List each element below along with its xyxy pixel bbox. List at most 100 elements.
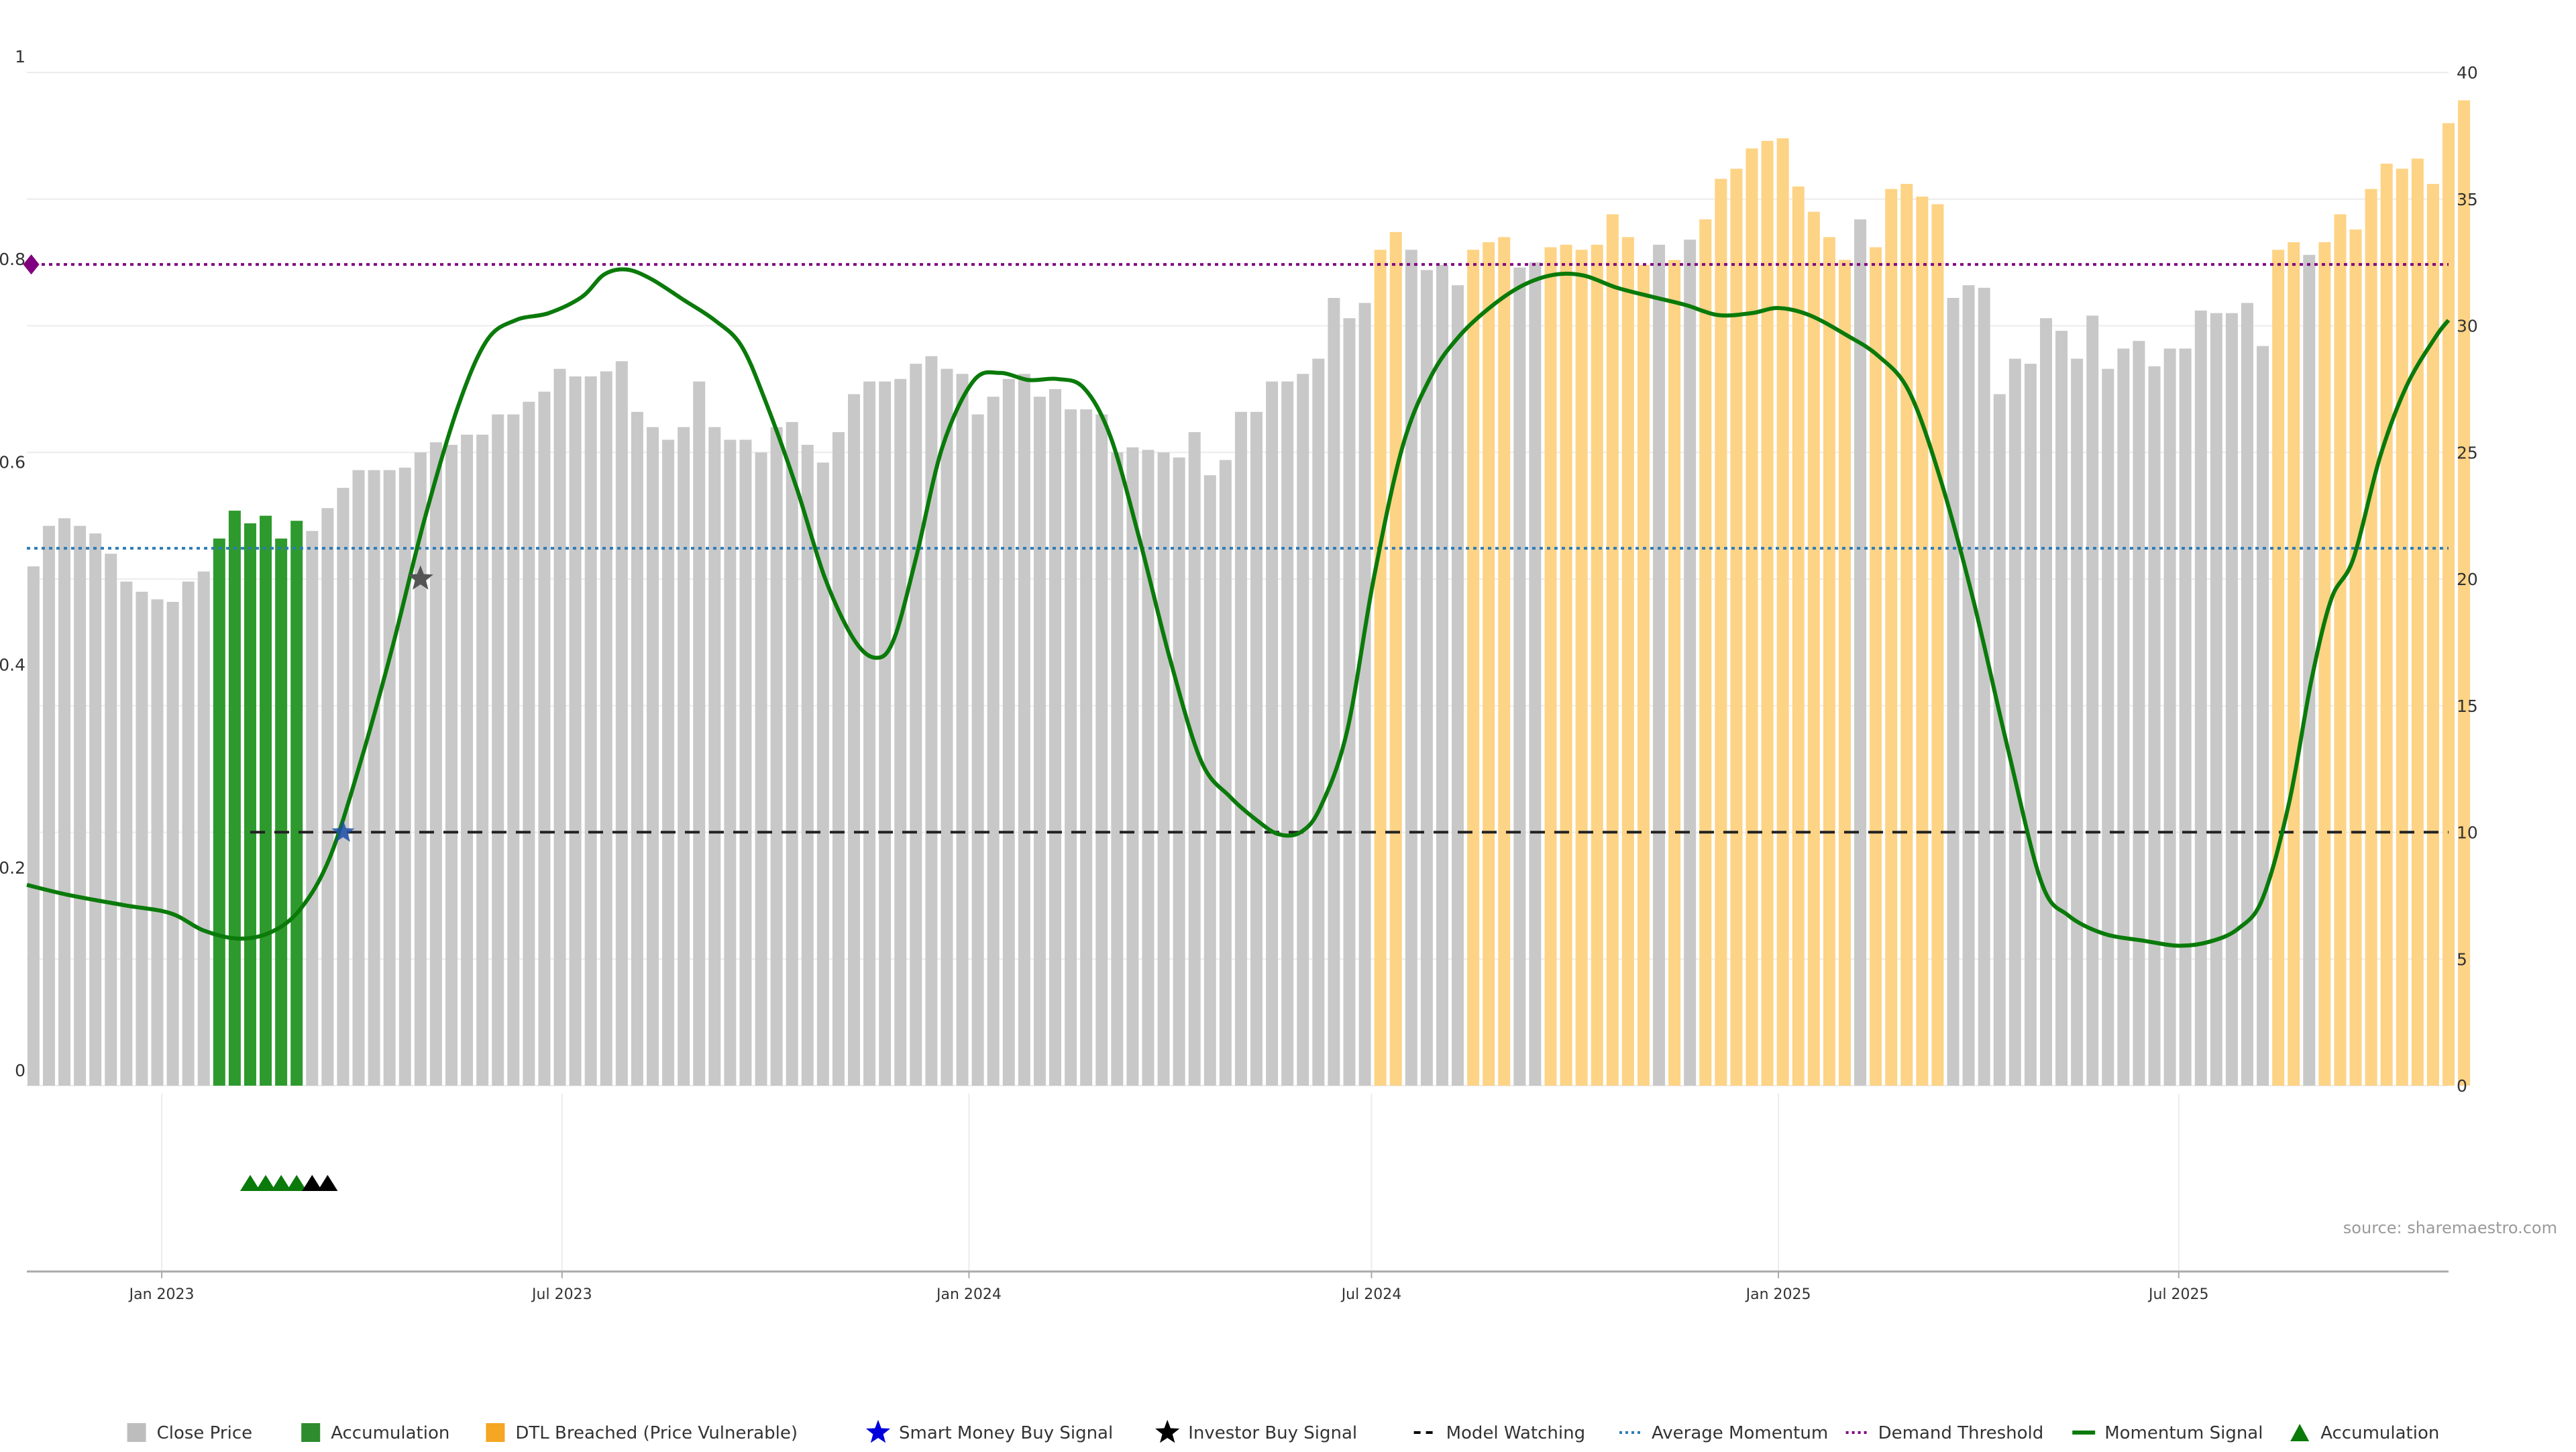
legend-swatch-accumulation-bar (301, 1423, 321, 1442)
bar-62 (987, 397, 1000, 1086)
bar-43 (693, 381, 706, 1086)
bar-101 (1591, 244, 1603, 1086)
bar-60 (956, 374, 969, 1086)
markers-layer (23, 254, 433, 842)
bar-10 (182, 581, 195, 1086)
bar-2 (58, 518, 71, 1086)
bar-94 (1483, 242, 1495, 1086)
bar-119 (1870, 247, 1882, 1086)
bar-133 (2086, 315, 2099, 1086)
bar-96 (1513, 267, 1526, 1086)
x-tick-label: Jan 2025 (1745, 1286, 1811, 1303)
bar-35 (569, 376, 582, 1086)
bar-137 (2148, 366, 2161, 1086)
left-tick-label: 0.4 (0, 656, 25, 675)
left-tick-label: 0.6 (0, 452, 25, 472)
bar-19 (321, 508, 334, 1086)
bar-79 (1250, 411, 1263, 1086)
bar-7 (136, 591, 148, 1086)
bar-6 (120, 581, 133, 1086)
bar-39 (631, 411, 643, 1086)
legend-swatch-investor-buy (1155, 1420, 1180, 1443)
bar-139 (2179, 348, 2192, 1086)
legend-label-average-momentum: Average Momentum (1652, 1423, 1828, 1443)
bar-47 (755, 452, 767, 1086)
bar-69 (1095, 414, 1108, 1086)
bar-13 (228, 511, 241, 1086)
right-tick-label: 5 (2457, 949, 2467, 969)
bar-9 (166, 601, 179, 1086)
bar-81 (1281, 381, 1294, 1086)
bar-12 (213, 538, 225, 1086)
bar-143 (2241, 303, 2253, 1086)
bar-148 (2318, 242, 2331, 1086)
bar-32 (523, 401, 535, 1086)
bar-24 (398, 467, 411, 1086)
bar-142 (2225, 313, 2238, 1086)
bar-124 (1947, 297, 1960, 1086)
legend-swatch-smart-money-buy (865, 1420, 891, 1443)
bar-63 (1002, 378, 1015, 1086)
legend-swatch-close-price (127, 1423, 146, 1442)
right-tick-label: 20 (2457, 570, 2478, 589)
bar-103 (1621, 237, 1634, 1086)
bar-99 (1560, 244, 1572, 1086)
bar-15 (260, 515, 272, 1086)
x-tick-label: Jan 2023 (128, 1286, 195, 1303)
bar-135 (2117, 348, 2130, 1086)
bar-61 (971, 414, 984, 1086)
bar-59 (941, 368, 953, 1086)
legend-swatch-dtl-breached (486, 1423, 505, 1442)
legend-label-accumulation-triangle: Accumulation (2320, 1423, 2439, 1443)
bar-75 (1188, 432, 1201, 1086)
lower-triangle-black (302, 1175, 323, 1191)
demand-threshold-marker (23, 254, 40, 275)
bar-26 (429, 442, 442, 1086)
bar-66 (1049, 388, 1062, 1086)
bar-115 (1807, 211, 1820, 1086)
bar-92 (1452, 285, 1464, 1086)
bar-129 (2024, 364, 2037, 1086)
legend: Close Price Accumulation DTL Breached (Pri… (127, 1420, 2439, 1443)
source-label: source: sharemaestro.com (2343, 1218, 2557, 1237)
bar-107 (1684, 240, 1697, 1086)
bar-117 (1838, 260, 1851, 1086)
bar-30 (492, 414, 504, 1086)
bar-64 (1018, 374, 1030, 1086)
x-tick-label: Jul 2023 (531, 1286, 592, 1303)
bar-106 (1668, 260, 1681, 1086)
bar-84 (1328, 297, 1340, 1086)
bar-122 (1916, 196, 1929, 1086)
legend-label-demand-threshold: Demand Threshold (1878, 1423, 2044, 1443)
legend-label-investor-buy: Investor Buy Signal (1188, 1423, 1357, 1443)
bar-86 (1358, 303, 1371, 1086)
bar-55 (879, 381, 892, 1086)
smart-money-buy-marker (331, 820, 355, 842)
bar-70 (1111, 452, 1124, 1086)
bar-18 (306, 531, 319, 1086)
right-tick-label: 30 (2457, 317, 2478, 336)
bar-16 (275, 538, 288, 1086)
bar-108 (1699, 219, 1712, 1086)
bar-95 (1498, 237, 1511, 1086)
bar-36 (584, 376, 597, 1086)
lower-triangle-green (239, 1175, 260, 1191)
bar-40 (646, 427, 659, 1086)
legend-label-momentum-signal: Momentum Signal (2104, 1423, 2263, 1443)
bar-37 (600, 371, 612, 1086)
legend-label-close-price: Close Price (157, 1423, 253, 1443)
bar-45 (724, 439, 737, 1086)
x-tick-label: Jul 2025 (2147, 1286, 2209, 1303)
left-tick-label: 0.8 (0, 250, 25, 269)
bar-118 (1854, 219, 1867, 1086)
bar-153 (2396, 168, 2408, 1086)
bar-132 (2071, 358, 2084, 1086)
bar-113 (1776, 138, 1789, 1086)
x-tick-label: Jul 2024 (1340, 1286, 1402, 1303)
bar-0 (27, 566, 40, 1086)
bar-49 (786, 421, 798, 1086)
bar-17 (290, 521, 303, 1086)
bar-98 (1544, 247, 1557, 1086)
bar-93 (1467, 250, 1480, 1086)
